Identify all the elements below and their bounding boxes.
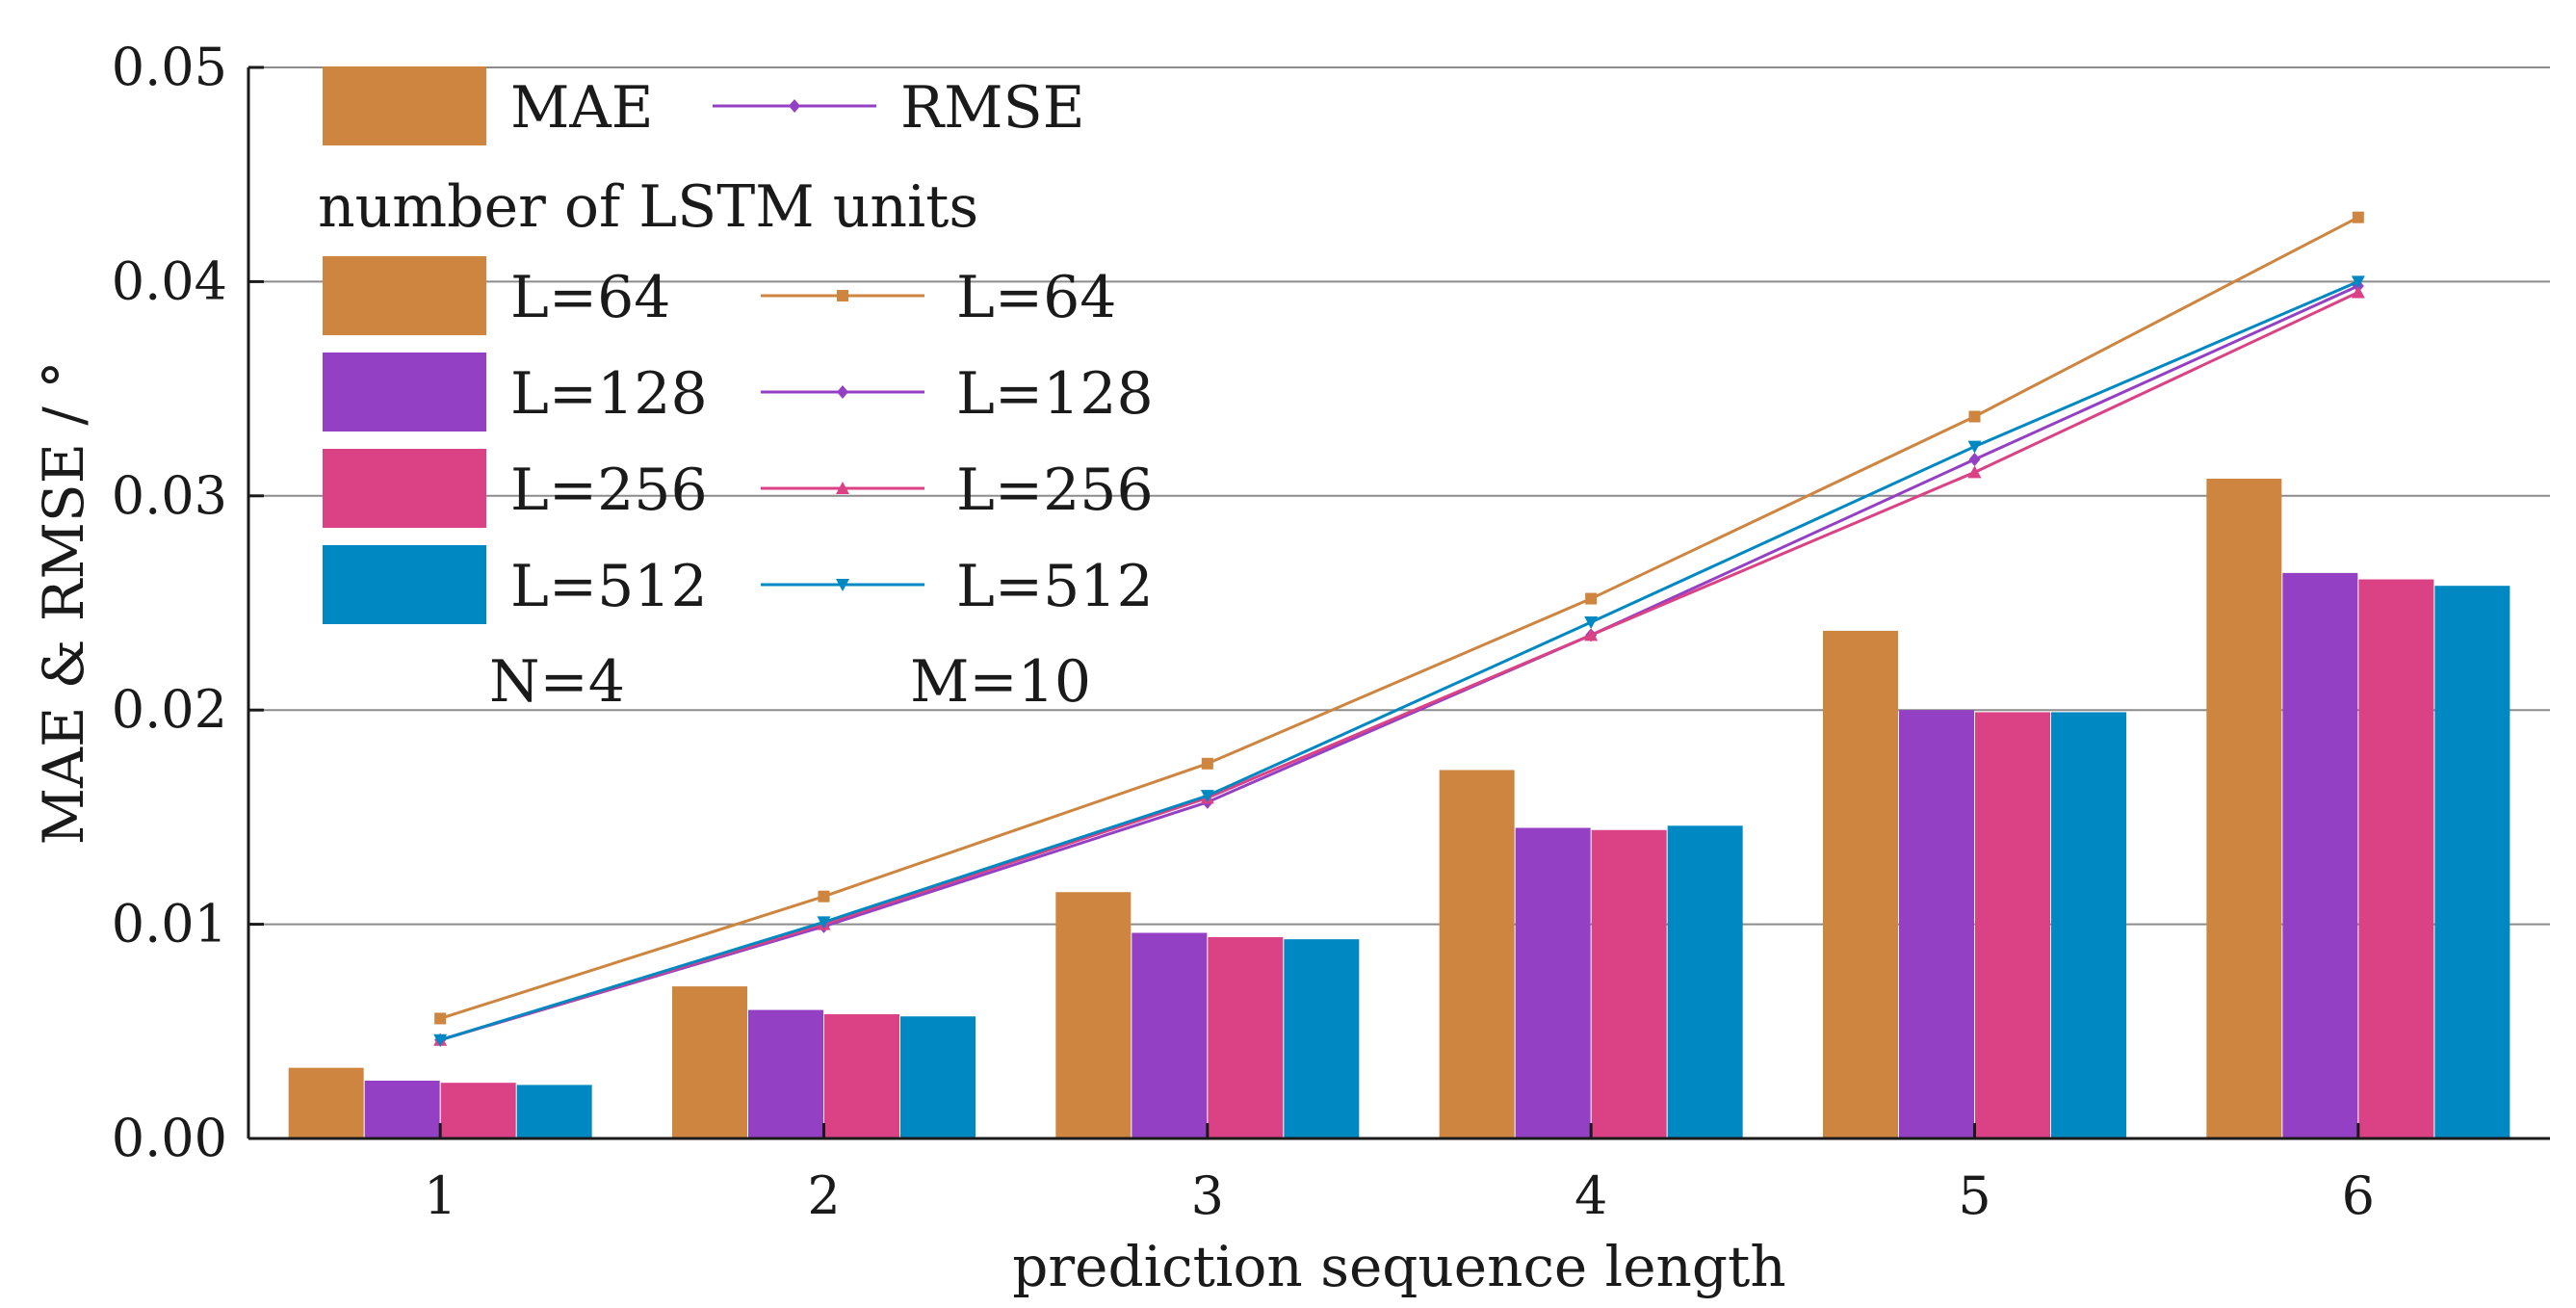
rmse-point-l128-cat5 (1968, 452, 1981, 466)
legend-bar-label-l128: L=128 (510, 360, 708, 428)
rmse-line-l64 (439, 216, 2359, 1020)
bar-l256-cat6 (2358, 579, 2434, 1138)
grid-lines (248, 66, 2550, 926)
legend-line-marker-l128 (837, 385, 848, 399)
x-tick-label: 3 (1191, 1165, 1224, 1226)
rmse-point-l256-cat5 (1967, 465, 1982, 479)
legend-bar-swatch-l256 (323, 449, 486, 528)
rmse-point-l256-cat6 (2351, 285, 2365, 299)
bar-l128-cat1 (364, 1080, 440, 1138)
bar-l512-cat2 (900, 1016, 976, 1138)
rmse-point-l64-cat2 (818, 890, 830, 903)
rmse-point-l512-cat4 (1584, 616, 1599, 630)
legend-bar-label-l256: L=256 (510, 457, 708, 524)
x-axis-title: prediction sequence length (1012, 1234, 1785, 1299)
bar-l256-cat4 (1591, 829, 1667, 1138)
legend-line-label-l512: L=512 (956, 553, 1154, 620)
y-tick-label: 0.04 (112, 250, 227, 311)
bar-l256-cat5 (1975, 712, 2050, 1138)
legend-note-m: M=10 (910, 648, 1091, 716)
rmse-point-l512-cat3 (1200, 790, 1214, 803)
rmse-point-l64-cat4 (1585, 592, 1598, 605)
rmse-point-l256-cat4 (1584, 628, 1599, 641)
x-tick-label: 6 (2342, 1165, 2375, 1226)
legend-line-marker-l512 (836, 579, 849, 591)
bar-l64-cat6 (2206, 479, 2282, 1138)
bar-l64-cat4 (1439, 770, 1515, 1138)
legend-bar-label-l64: L=64 (510, 264, 670, 331)
bar-l512-cat3 (1284, 939, 1360, 1138)
rmse-line-l128 (439, 284, 2359, 1042)
legend-line-marker-l64 (837, 290, 848, 301)
bar-l64-cat1 (288, 1067, 364, 1138)
bars (288, 479, 2511, 1138)
rmse-point-l512-cat1 (433, 1033, 448, 1047)
x-tick-label: 2 (807, 1165, 840, 1226)
bar-l128-cat5 (1899, 710, 1974, 1138)
rmse-point-l64-cat5 (1968, 410, 1981, 423)
bar-l512-cat1 (516, 1085, 592, 1138)
x-tick-label: 1 (424, 1165, 456, 1226)
y-tick-label: 0.03 (112, 465, 227, 526)
bar-l256-cat3 (1208, 936, 1284, 1138)
rmse-lines (433, 211, 2365, 1047)
legend-group-title: number of LSTM units (318, 173, 978, 241)
bar-l128-cat4 (1515, 827, 1591, 1138)
rmse-point-l512-cat5 (1967, 440, 1982, 454)
bar-l512-cat5 (2051, 712, 2126, 1138)
bar-l64-cat5 (1823, 630, 1898, 1138)
bar-l128-cat2 (748, 1009, 823, 1138)
bar-l64-cat2 (672, 986, 747, 1138)
bar-l64-cat3 (1055, 892, 1132, 1138)
rmse-point-l64-cat3 (1201, 757, 1213, 770)
y-tick-label: 0.02 (112, 679, 227, 740)
rmse-point-l64-cat1 (434, 1012, 447, 1025)
rmse-point-l64-cat6 (2352, 211, 2364, 223)
y-tick-label: 0.01 (112, 894, 227, 955)
legend-mae-swatch (323, 66, 486, 145)
x-tick-label: 5 (1958, 1165, 1991, 1226)
bar-l256-cat2 (824, 1014, 899, 1138)
rmse-line-l512 (439, 280, 2359, 1042)
legend-bar-swatch-l512 (323, 545, 486, 624)
bar-l512-cat4 (1667, 825, 1743, 1138)
legend-line-label-l128: L=128 (956, 360, 1154, 428)
x-tick-label: 4 (1574, 1165, 1607, 1226)
legend-line-label-l256: L=256 (956, 457, 1154, 524)
bar-l512-cat6 (2434, 586, 2511, 1138)
axes: 0.00 0.01 0.02 0.03 0.04 0.05 1 2 3 4 5 6 prediction… (31, 37, 2550, 1299)
legend-bar-swatch-l128 (323, 353, 486, 432)
bar-l128-cat6 (2282, 572, 2358, 1138)
legend-line-label-l64: L=64 (956, 264, 1116, 331)
legend-bar-swatch-l64 (323, 256, 486, 335)
y-tick-label: 0.05 (112, 37, 227, 97)
legend-rmse-label: RMSE (900, 74, 1085, 142)
y-tick-label: 0.00 (112, 1108, 227, 1168)
legend-bar-label-l512: L=512 (510, 553, 708, 620)
legend: MAE RMSE number of LSTM units L=64 L=128 L=25… (318, 66, 1154, 716)
legend-line-marker-l256 (836, 482, 849, 494)
legend-note-n: N=4 (489, 648, 625, 716)
bar-l128-cat3 (1132, 932, 1208, 1138)
rmse-line-l256 (439, 291, 2359, 1042)
legend-mae-label: MAE (510, 74, 654, 142)
bar-l256-cat1 (440, 1083, 516, 1138)
y-axis-title: MAE & RMSE / ° (31, 361, 96, 846)
rmse-point-l512-cat6 (2351, 275, 2365, 289)
rmse-point-l512-cat2 (817, 916, 831, 929)
legend-rmse-marker (789, 99, 800, 113)
